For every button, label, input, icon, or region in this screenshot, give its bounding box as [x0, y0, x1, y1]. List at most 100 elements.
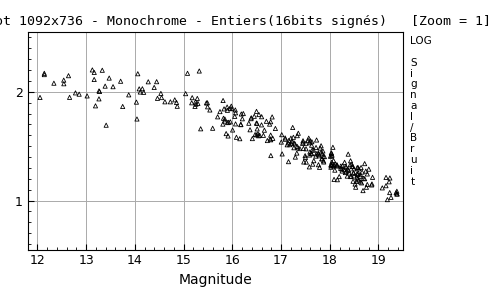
- Point: [346, 162, 354, 167]
- Point: [337, 166, 345, 171]
- Point: [321, 154, 329, 159]
- Point: [221, 119, 229, 124]
- Point: [341, 170, 349, 175]
- Point: [315, 152, 323, 157]
- Point: [40, 71, 48, 76]
- Point: [240, 111, 248, 116]
- Point: [337, 164, 345, 169]
- Point: [359, 176, 367, 181]
- Point: [392, 190, 400, 195]
- X-axis label: Magnitude: Magnitude: [178, 273, 252, 287]
- Point: [191, 99, 199, 104]
- Point: [60, 78, 68, 82]
- Point: [306, 138, 314, 143]
- Point: [285, 138, 293, 143]
- Point: [229, 127, 237, 132]
- Point: [353, 165, 361, 170]
- Point: [224, 108, 232, 113]
- Point: [75, 92, 83, 97]
- Point: [349, 164, 357, 169]
- Point: [353, 175, 361, 180]
- Point: [60, 81, 68, 86]
- Point: [328, 162, 336, 167]
- Point: [368, 182, 376, 187]
- Point: [316, 165, 324, 170]
- Point: [206, 108, 214, 112]
- Point: [348, 164, 356, 169]
- Point: [293, 144, 301, 149]
- Point: [356, 174, 364, 179]
- Point: [342, 165, 350, 170]
- Point: [221, 117, 229, 121]
- Point: [95, 88, 103, 93]
- Point: [281, 137, 289, 142]
- Point: [287, 136, 295, 140]
- Point: [302, 155, 310, 160]
- Point: [299, 140, 307, 144]
- Point: [346, 158, 354, 163]
- Point: [214, 114, 222, 119]
- Point: [342, 169, 350, 174]
- Point: [109, 84, 117, 89]
- Title: AstroPhot 1092x736 - Monochrome - Entiers(16bits signés)   [Zoom = 1]: AstroPhot 1092x736 - Monochrome - Entier…: [0, 15, 492, 28]
- Point: [101, 84, 109, 88]
- Point: [393, 189, 401, 194]
- Point: [287, 141, 295, 146]
- Point: [72, 91, 80, 95]
- Point: [354, 177, 362, 182]
- Point: [36, 95, 44, 100]
- Point: [50, 81, 58, 85]
- Point: [216, 109, 224, 114]
- Point: [385, 179, 393, 184]
- Point: [299, 141, 307, 146]
- Point: [327, 154, 334, 159]
- Point: [349, 179, 357, 184]
- Point: [305, 136, 313, 140]
- Point: [340, 167, 348, 172]
- Point: [293, 151, 301, 156]
- Point: [158, 95, 166, 100]
- Point: [172, 100, 180, 105]
- Point: [349, 171, 357, 175]
- Point: [306, 153, 314, 157]
- Point: [220, 107, 228, 111]
- Point: [338, 163, 346, 168]
- Point: [157, 91, 165, 96]
- Point: [286, 142, 294, 147]
- Point: [328, 153, 336, 158]
- Point: [335, 174, 343, 179]
- Point: [351, 182, 359, 187]
- Point: [344, 152, 352, 156]
- Point: [105, 76, 113, 81]
- Point: [153, 79, 161, 84]
- Point: [268, 114, 276, 119]
- Point: [265, 122, 273, 127]
- Point: [262, 119, 270, 124]
- Point: [353, 171, 361, 176]
- Point: [202, 101, 210, 105]
- Point: [204, 104, 212, 109]
- Point: [308, 147, 316, 152]
- Point: [224, 120, 232, 125]
- Point: [294, 131, 302, 136]
- Point: [161, 99, 169, 104]
- Point: [333, 177, 341, 182]
- Point: [171, 98, 179, 102]
- Point: [226, 106, 234, 111]
- Point: [133, 117, 141, 121]
- Point: [320, 159, 328, 164]
- Point: [83, 94, 91, 98]
- Point: [237, 122, 245, 127]
- Point: [283, 142, 291, 147]
- Point: [362, 169, 370, 174]
- Point: [248, 115, 255, 120]
- Point: [291, 141, 299, 146]
- Point: [236, 136, 244, 141]
- Point: [88, 68, 96, 72]
- Point: [181, 91, 189, 96]
- Point: [253, 121, 261, 126]
- Point: [331, 162, 339, 166]
- Point: [306, 149, 314, 154]
- Point: [195, 69, 203, 73]
- Point: [252, 120, 260, 125]
